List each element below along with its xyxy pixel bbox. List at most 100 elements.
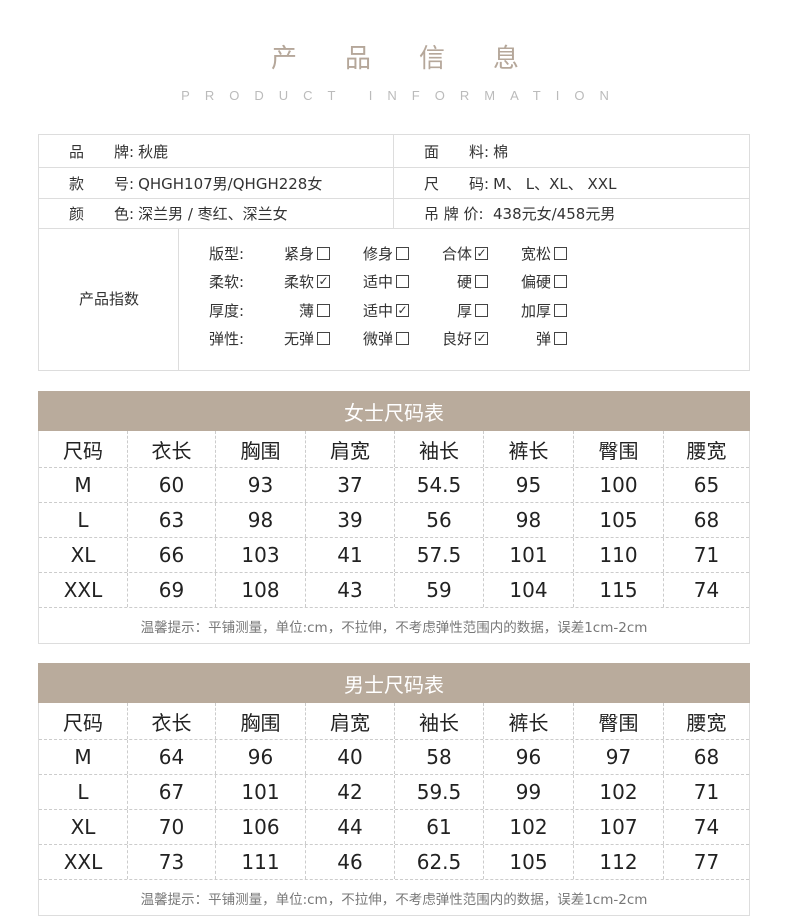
table-cell: 40 xyxy=(306,740,395,774)
option-label: 弹 xyxy=(535,330,551,349)
table-header-row: 尺码 衣长 胸围 肩宽 袖长 裤长 臀围 腰宽 xyxy=(39,431,749,468)
checkbox-checked-icon: ✓ xyxy=(396,302,409,317)
table-row: XL 70 106 44 61 102 107 74 xyxy=(39,810,749,845)
table-cell: 46 xyxy=(306,845,395,879)
table-row: XXL 73 111 46 62.5 105 112 77 xyxy=(39,845,749,880)
column-header: 肩宽 xyxy=(306,703,395,739)
index-option: 良好 ✓ xyxy=(423,328,502,349)
table-cell: 77 xyxy=(693,850,720,874)
index-option: 紧身 xyxy=(265,243,344,264)
page-subtitle: PRODUCT INFORMATION xyxy=(181,88,624,103)
info-label: 款 号: xyxy=(69,174,135,193)
table-cell: 101 xyxy=(484,538,574,572)
option-label: 偏硬 xyxy=(520,273,551,292)
checkbox-empty-icon xyxy=(554,332,567,346)
table-cell: 110 xyxy=(574,538,664,572)
index-row: 弹性: 无弹 微弹 良好 ✓ 弹 xyxy=(209,325,581,354)
info-value: 秋鹿 xyxy=(138,142,169,161)
column-header: 袖长 xyxy=(395,431,484,467)
info-row: 颜 色: 深兰男 / 枣红、深兰女 吊 牌 价: 438元女/458元男 xyxy=(39,199,749,229)
table-cell: 71 xyxy=(693,543,720,567)
info-value: QHGH107男/QHGH228女 xyxy=(138,174,323,193)
info-label: 面 料: xyxy=(424,142,490,161)
checkbox-empty-icon xyxy=(317,246,330,260)
index-row: 厚度: 薄 适中 ✓ 厚 加厚 xyxy=(209,296,581,325)
table-cell: 67 xyxy=(128,775,216,809)
table-cell: 111 xyxy=(216,845,306,879)
table-cell: 56 xyxy=(395,503,484,537)
table-cell: 108 xyxy=(216,573,306,607)
info-label: 颜 色: xyxy=(69,205,135,223)
index-option: 无弹 xyxy=(265,328,344,349)
table-cell: 103 xyxy=(216,538,306,572)
column-header: 腰宽 xyxy=(686,438,727,463)
index-name: 弹性: xyxy=(209,330,245,349)
table-cell: 99 xyxy=(484,775,574,809)
index-option: 偏硬 xyxy=(502,271,581,292)
table-cell: 115 xyxy=(574,573,664,607)
info-cell: 品 牌: 秋鹿 xyxy=(39,135,168,167)
option-label: 薄 xyxy=(298,301,314,320)
checkbox-empty-icon xyxy=(475,303,488,317)
table-cell: 44 xyxy=(306,810,395,844)
info-label: 品 牌: xyxy=(69,142,135,161)
option-label: 修身 xyxy=(362,244,393,263)
table-cell: 68 xyxy=(693,745,720,769)
index-option: 修身 xyxy=(344,243,423,264)
column-header: 尺码 xyxy=(39,703,128,739)
table-cell: XXL xyxy=(39,573,128,607)
table-cell: 37 xyxy=(306,468,395,502)
option-label: 良好 xyxy=(441,330,472,349)
table-cell: 107 xyxy=(574,810,664,844)
table-cell: 100 xyxy=(574,468,664,502)
index-option: 厚 xyxy=(423,300,502,321)
table-cell: 74 xyxy=(693,578,720,602)
checkbox-empty-icon xyxy=(317,332,330,346)
table-cell: 58 xyxy=(395,740,484,774)
table-cell: 64 xyxy=(128,740,216,774)
table-cell: 106 xyxy=(216,810,306,844)
table-cell: 73 xyxy=(128,845,216,879)
index-row: 柔软: 柔软 ✓ 适中 硬 偏硬 xyxy=(209,268,581,297)
women-size-title: 女士尺码表 xyxy=(38,391,750,431)
column-header: 臀围 xyxy=(574,703,664,739)
divider xyxy=(393,168,394,198)
checkbox-empty-icon xyxy=(396,275,409,289)
checkbox-empty-icon xyxy=(554,246,567,260)
men-size-table: 尺码 衣长 胸围 肩宽 袖长 裤长 臀围 腰宽 M 64 96 40 58 96 97 68 L 67 101 42 5… xyxy=(38,703,750,916)
column-header: 胸围 xyxy=(216,703,306,739)
table-cell: 102 xyxy=(484,810,574,844)
column-header: 尺码 xyxy=(39,431,128,467)
info-cell: 尺 码: M、 L、XL、 XXL xyxy=(394,168,616,198)
option-label: 无弹 xyxy=(283,330,314,349)
option-label: 硬 xyxy=(456,273,472,292)
checkbox-empty-icon xyxy=(475,275,488,289)
table-cell: 104 xyxy=(484,573,574,607)
table-cell: 65 xyxy=(693,473,720,497)
table-row: XXL 69 108 43 59 104 115 74 xyxy=(39,573,749,608)
table-row: M 60 93 37 54.5 95 100 65 xyxy=(39,468,749,503)
table-cell: 112 xyxy=(574,845,664,879)
table-row: M 64 96 40 58 96 97 68 xyxy=(39,740,749,775)
table-cell: L xyxy=(39,775,128,809)
option-label: 厚 xyxy=(456,301,472,320)
table-cell: 98 xyxy=(484,503,574,537)
table-row: L 67 101 42 59.5 99 102 71 xyxy=(39,775,749,810)
table-cell: L xyxy=(39,503,128,537)
column-header: 胸围 xyxy=(216,431,306,467)
table-cell: 102 xyxy=(574,775,664,809)
index-option: 加厚 xyxy=(502,300,581,321)
table-cell: 74 xyxy=(693,815,720,839)
table-cell: 71 xyxy=(693,780,720,804)
column-header: 肩宽 xyxy=(306,431,395,467)
index-option: 柔软 ✓ xyxy=(265,271,344,292)
table-cell: 43 xyxy=(306,573,395,607)
product-info-table: 品 牌: 秋鹿 面 料: 棉款 号: QHGH107男/QHGH228女 尺 码: M、 L… xyxy=(38,134,750,371)
table-cell: 57.5 xyxy=(395,538,484,572)
table-cell: M xyxy=(39,468,128,502)
divider xyxy=(393,199,394,228)
divider xyxy=(178,229,179,370)
table-cell: XXL xyxy=(39,845,128,879)
women-size-table: 尺码 衣长 胸围 肩宽 袖长 裤长 臀围 腰宽 M 60 93 37 54.5 95 100 65 L 63 98 3… xyxy=(38,431,750,644)
table-cell: 66 xyxy=(128,538,216,572)
